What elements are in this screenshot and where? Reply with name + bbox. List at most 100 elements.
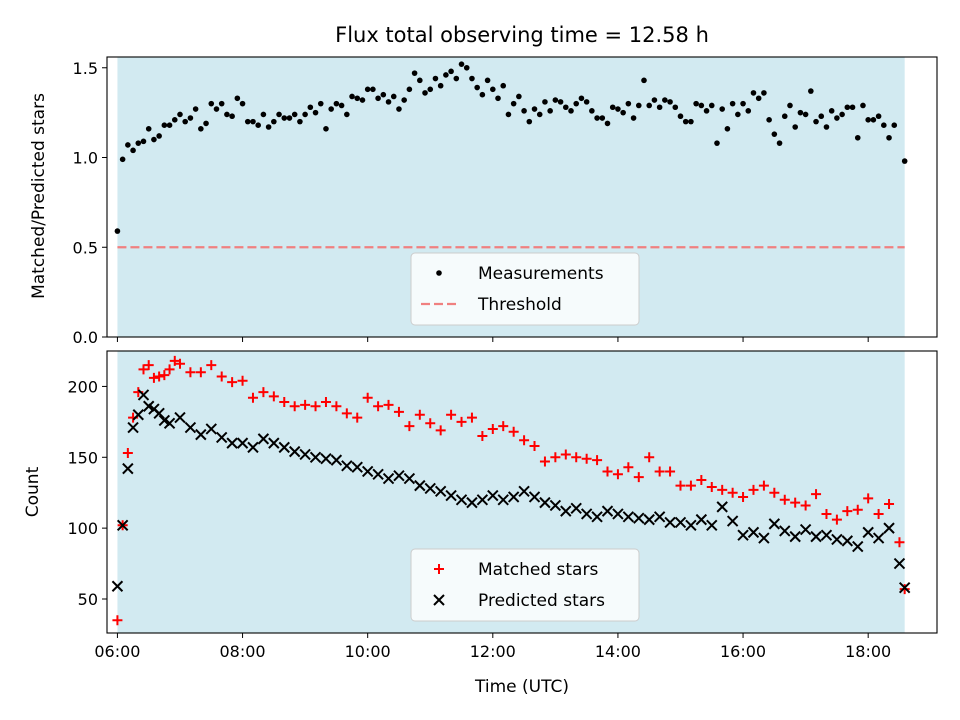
measurement-point xyxy=(505,111,512,118)
matched-star-marker xyxy=(852,504,863,515)
measurement-point xyxy=(703,108,710,114)
measurement-point xyxy=(849,104,856,111)
predicted-star-marker xyxy=(820,529,833,541)
measurement-point xyxy=(844,104,851,111)
measurement-point xyxy=(271,118,277,125)
axes-frame xyxy=(106,350,938,634)
matched-star-marker xyxy=(675,480,686,491)
measurement-point xyxy=(474,84,480,91)
predicted-star-marker xyxy=(445,489,457,502)
predicted-star-marker xyxy=(414,479,426,492)
matched-star-marker xyxy=(790,497,801,508)
matched-star-marker xyxy=(206,360,217,371)
axes-frame xyxy=(106,56,938,338)
bottom-panel-axes: 50 100 150 200 06:00 08:00 10:00 12:00 14:00 16:0… xyxy=(67,350,938,661)
measurement-point xyxy=(662,97,668,103)
measurement-point xyxy=(651,97,658,103)
matched-star-marker xyxy=(779,494,790,505)
matched-star-marker xyxy=(738,491,749,502)
matched-star-marker xyxy=(425,418,436,429)
matched-star-marker xyxy=(821,508,832,519)
measurement-point xyxy=(432,75,439,82)
measurement-point xyxy=(406,86,413,93)
y-tick-label: 100 xyxy=(67,519,98,538)
measurement-point xyxy=(635,102,642,109)
matched-star-marker xyxy=(748,484,759,495)
matched-star-marker xyxy=(435,425,446,436)
measurement-point xyxy=(625,100,632,107)
matched-star-marker xyxy=(393,406,404,417)
predicted-star-marker xyxy=(726,515,739,527)
matched-star-marker xyxy=(696,474,707,485)
matched-star-marker xyxy=(268,391,279,402)
x-tick-label: 18:00 xyxy=(845,642,891,661)
measurement-point xyxy=(317,100,324,107)
matched-star-marker xyxy=(519,435,530,446)
measurement-point xyxy=(568,108,574,114)
x-tick-label: 12:00 xyxy=(470,642,516,661)
matched-star-marker xyxy=(894,537,905,548)
measurement-point xyxy=(370,86,376,93)
measurement-point xyxy=(469,75,475,82)
matched-star-marker xyxy=(487,423,498,434)
measurement-point xyxy=(234,95,241,102)
matched-star-marker xyxy=(237,375,248,386)
predicted-star-marker xyxy=(601,505,614,517)
measurement-point xyxy=(187,115,194,121)
measurement-point xyxy=(573,100,580,107)
measurement-point xyxy=(198,125,204,132)
measurement-point xyxy=(135,140,142,146)
bottom-panel-legend: Matched stars Predicted stars xyxy=(410,548,640,622)
measurement-point xyxy=(156,133,162,139)
matched-star-marker xyxy=(811,489,822,500)
y-tick-label: 150 xyxy=(67,448,98,467)
matched-star-marker xyxy=(164,364,175,375)
measurement-point xyxy=(521,108,527,114)
y-tick-label: 1.5 xyxy=(73,59,98,78)
y-tick-label: 1.0 xyxy=(73,149,98,168)
matched-star-marker xyxy=(279,397,290,408)
measurement-point xyxy=(693,100,699,107)
measurement-point xyxy=(302,111,308,118)
predicted-star-marker xyxy=(278,441,290,454)
matched-star-marker xyxy=(633,472,644,483)
matched-star-marker xyxy=(800,500,811,511)
matched-star-marker xyxy=(508,426,519,437)
measurement-point xyxy=(708,102,715,109)
x-tick-label: 08:00 xyxy=(219,642,265,661)
measurement-point xyxy=(620,109,626,116)
predicted-star-marker xyxy=(862,526,874,539)
matched-star-marker xyxy=(383,399,394,410)
predicted-star-marker xyxy=(852,540,864,553)
matched-star-marker xyxy=(571,452,582,463)
measurement-point xyxy=(495,95,501,102)
predicted-star-marker xyxy=(372,468,384,480)
measurement-point xyxy=(526,118,533,125)
predicted-star-marker xyxy=(810,530,822,543)
measurement-point xyxy=(802,111,809,118)
matched-star-marker xyxy=(227,377,238,388)
measurement-point xyxy=(630,115,637,121)
matched-star-marker xyxy=(300,399,311,410)
measurement-point xyxy=(615,106,621,112)
matched-star-marker xyxy=(352,412,363,423)
measurement-point xyxy=(333,100,340,107)
matched-star-marker xyxy=(331,401,342,412)
measurement-point xyxy=(834,115,840,121)
measurement-point xyxy=(729,100,736,107)
measurement-point xyxy=(750,90,757,96)
predicted-star-marker xyxy=(539,496,551,509)
measurement-point xyxy=(161,122,168,129)
measurement-point xyxy=(417,77,423,84)
predicted-star-marker xyxy=(841,535,854,547)
predicted-star-marker xyxy=(393,469,405,482)
measurement-point xyxy=(250,118,256,125)
matched-star-marker xyxy=(112,615,123,626)
measurement-point xyxy=(297,118,303,125)
measurement-point xyxy=(490,86,496,93)
legend-box xyxy=(410,252,640,326)
measurement-point xyxy=(823,124,830,130)
matched-star-marker xyxy=(169,355,180,366)
measurement-point xyxy=(510,100,517,107)
measurement-point xyxy=(787,102,793,109)
